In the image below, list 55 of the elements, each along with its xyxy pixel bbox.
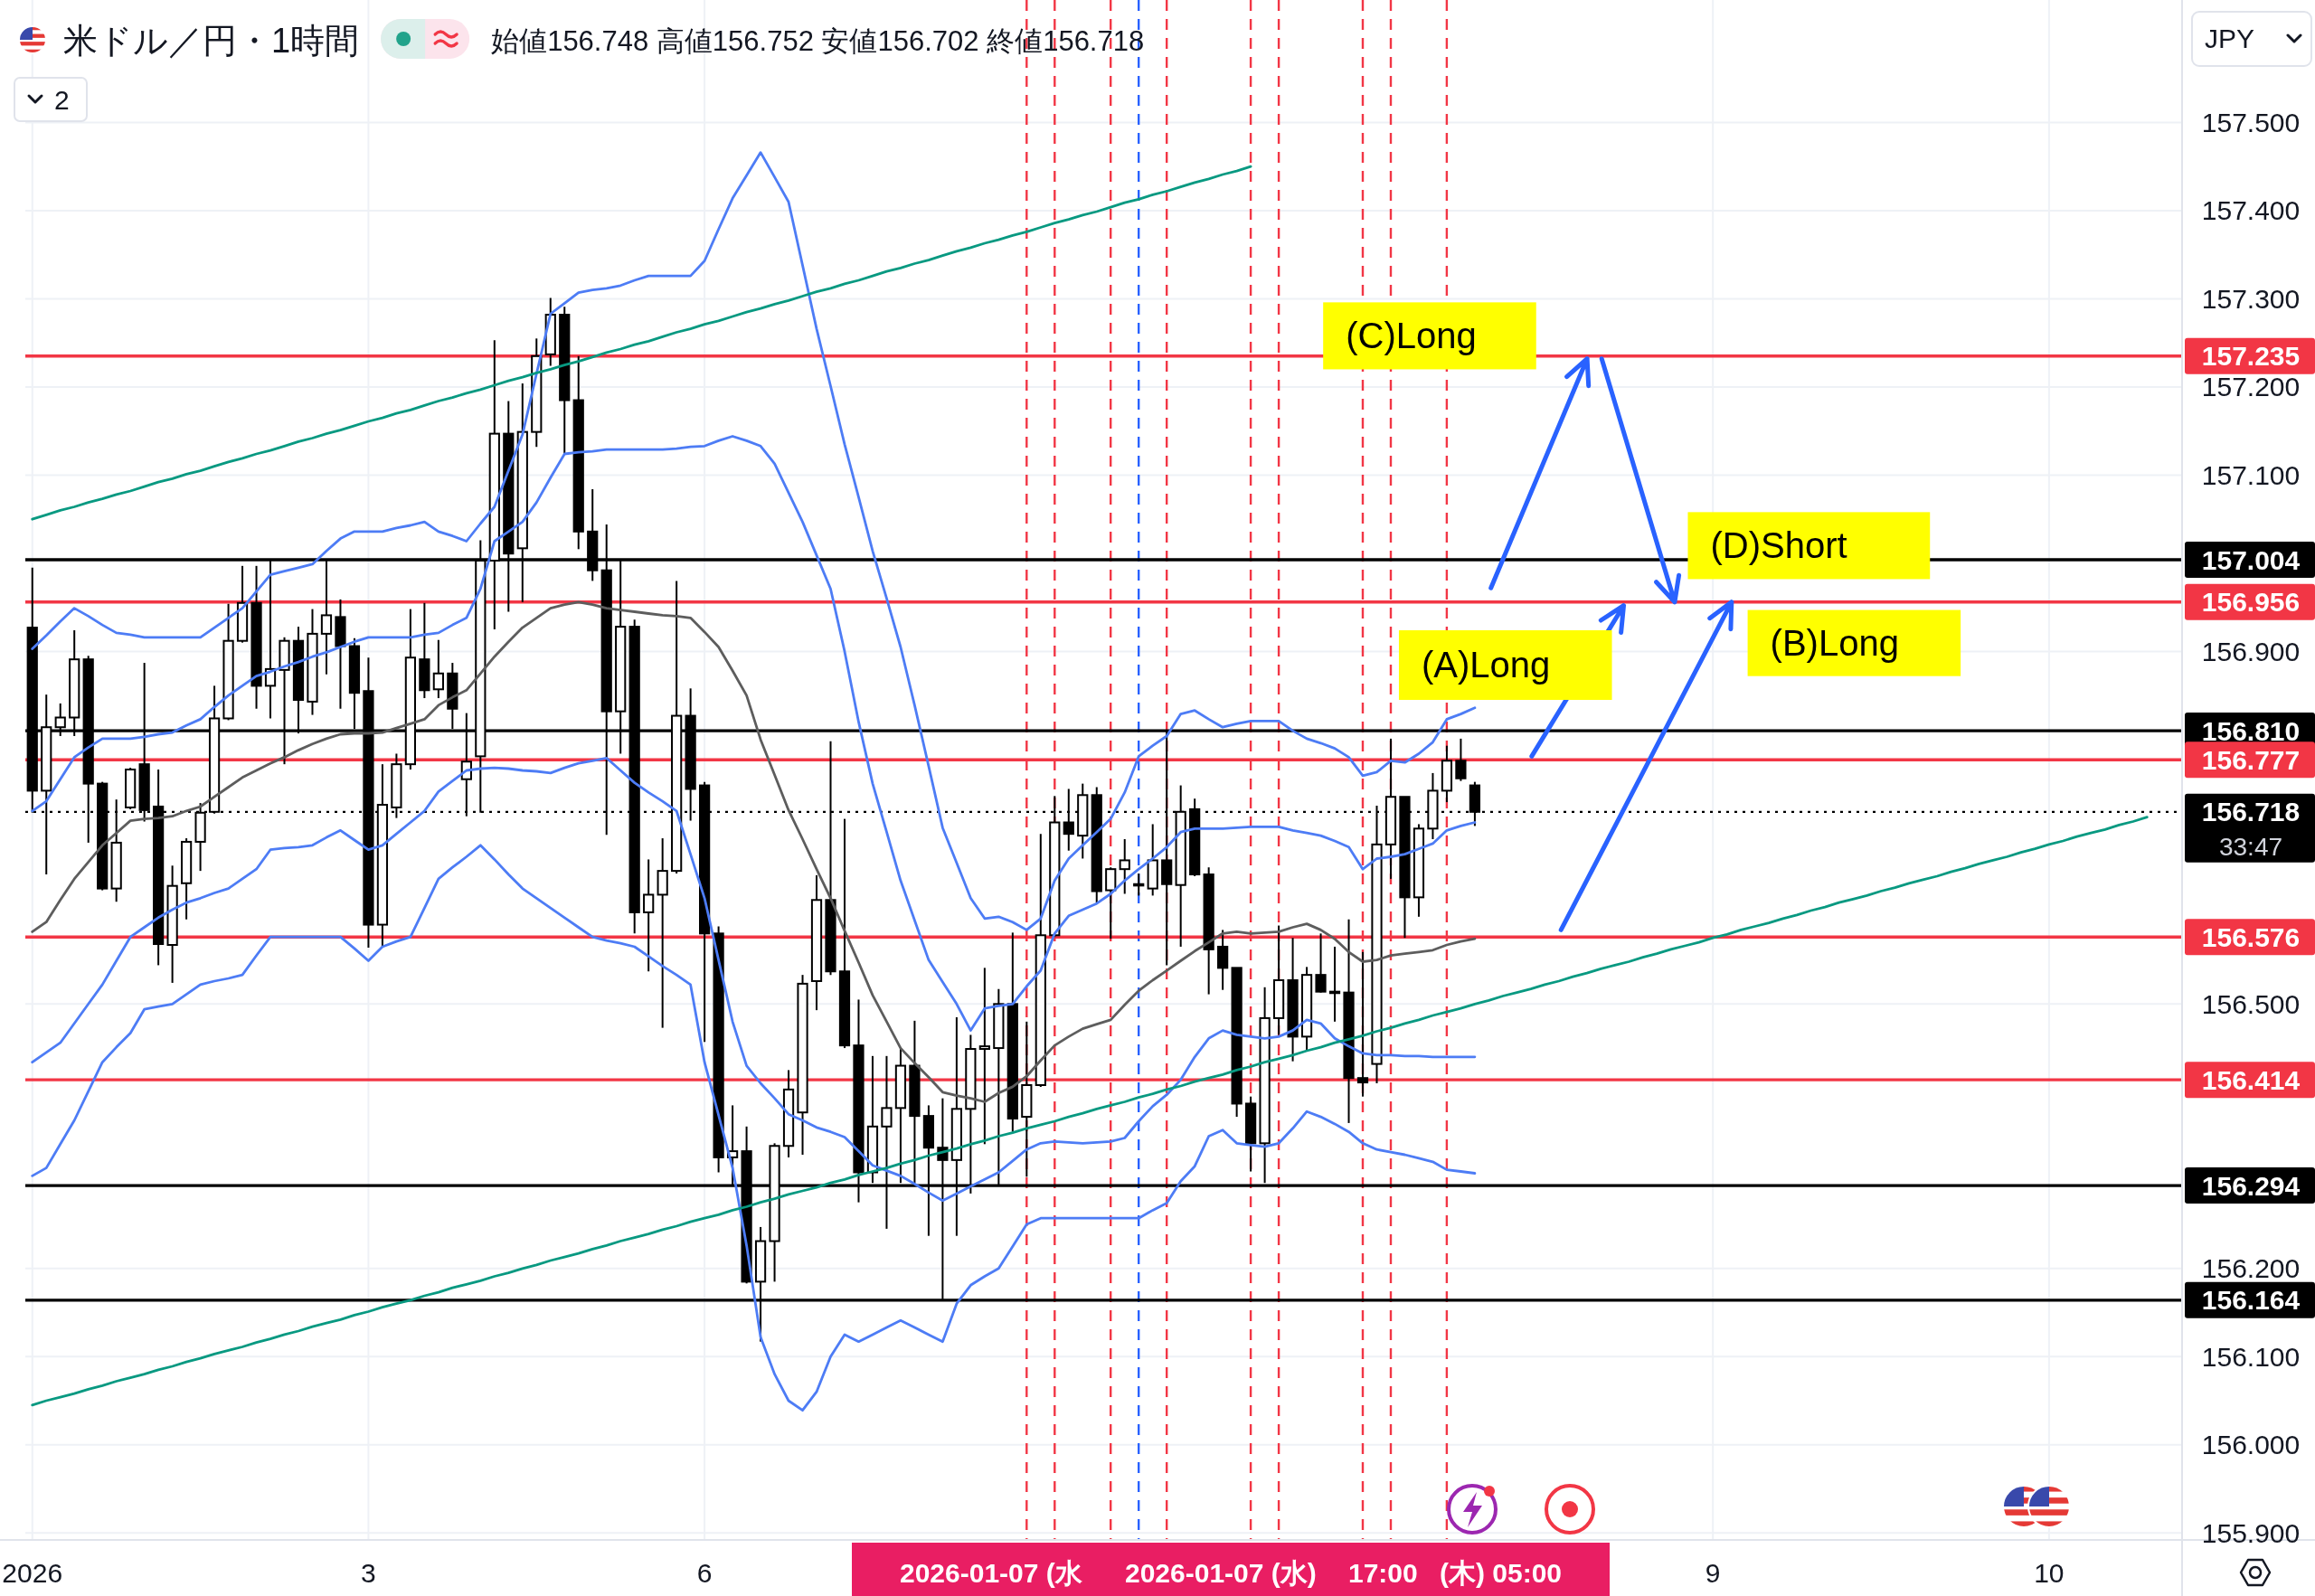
label-box: (D)Short: [1687, 512, 1931, 580]
label-box: (A)Long: [1398, 630, 1612, 700]
x-tick-label: 9: [1705, 1558, 1721, 1588]
text: 33:47: [2218, 833, 2283, 861]
price-tag: 156.777: [2185, 741, 2315, 779]
x-tick-label: 3: [361, 1558, 376, 1588]
label-box: (B)Long: [1747, 609, 1961, 676]
annotation: (D)Short: [1710, 525, 1847, 566]
price-tag: 156.294: [2185, 1167, 2315, 1204]
text: 2026-01-07 (水): [1125, 1558, 1317, 1588]
price-tag: 156.414: [2185, 1062, 2315, 1099]
line-series: [31, 756, 1477, 1203]
ref-line-label: 157.004: [2201, 544, 2301, 575]
y-tick-label: 157.400: [2201, 195, 2301, 226]
annotation: (B)Long: [1770, 623, 1899, 664]
annotation: 2: [54, 85, 70, 115]
text: 17:00: [1348, 1558, 1418, 1588]
price-tag: 156.956: [2185, 583, 2315, 620]
x-tick-label: 2026: [2, 1558, 63, 1588]
x-tick-label: 6: [696, 1558, 713, 1588]
text: (木) 05:00: [1440, 1558, 1563, 1588]
label-box: (C)Long: [1323, 302, 1536, 370]
ref-line-label: 156.414: [2201, 1064, 2301, 1095]
ref-line-label: 156.164: [2201, 1285, 2301, 1316]
y-tick-label: 156.100: [2201, 1341, 2301, 1372]
y-tick-label: 155.900: [2201, 1517, 2301, 1548]
title: 米ドル／円・1時間: [63, 22, 360, 60]
line-series: [31, 816, 2149, 1407]
price-tag: 157.004: [2185, 542, 2315, 578]
text: 2026-01-07 (水: [900, 1558, 1083, 1588]
ref-line-label: 156.576: [2201, 921, 2301, 952]
x-tick-label: 10: [2034, 1558, 2065, 1588]
ref-line-label: 156.294: [2201, 1170, 2301, 1201]
price-tag: 156.576: [2185, 919, 2315, 956]
annotation: (A)Long: [1421, 645, 1551, 685]
currency-selector: JPY: [2191, 11, 2312, 67]
y-tick-label: 156.000: [2201, 1430, 2301, 1460]
ref-line-label: 156.718: [2201, 797, 2301, 827]
ref-line-label: 157.235: [2201, 341, 2301, 372]
y-tick-label: 156.200: [2201, 1253, 2301, 1284]
price-tag: 156.164: [2185, 1281, 2315, 1318]
line-series: [31, 844, 1477, 1412]
y-tick-label: 156.900: [2201, 636, 2301, 666]
subtitle: 始値156.748 高値156.752 安値156.702 終値156.718: [491, 25, 1145, 57]
y-axis-title: JPY: [2205, 24, 2255, 53]
y-tick-label: 157.300: [2201, 283, 2301, 314]
ref-line-label: 156.956: [2201, 587, 2301, 618]
y-tick-label: 156.500: [2201, 988, 2301, 1019]
y-tick-label: 157.200: [2201, 372, 2301, 402]
y-tick-label: 157.500: [2201, 108, 2301, 137]
annotation: (C)Long: [1346, 316, 1477, 356]
indicator-toggle: 2: [14, 77, 88, 122]
price-tag: 157.235: [2185, 337, 2315, 374]
line-series: [31, 165, 1252, 521]
y-tick-label: 157.100: [2201, 459, 2301, 490]
